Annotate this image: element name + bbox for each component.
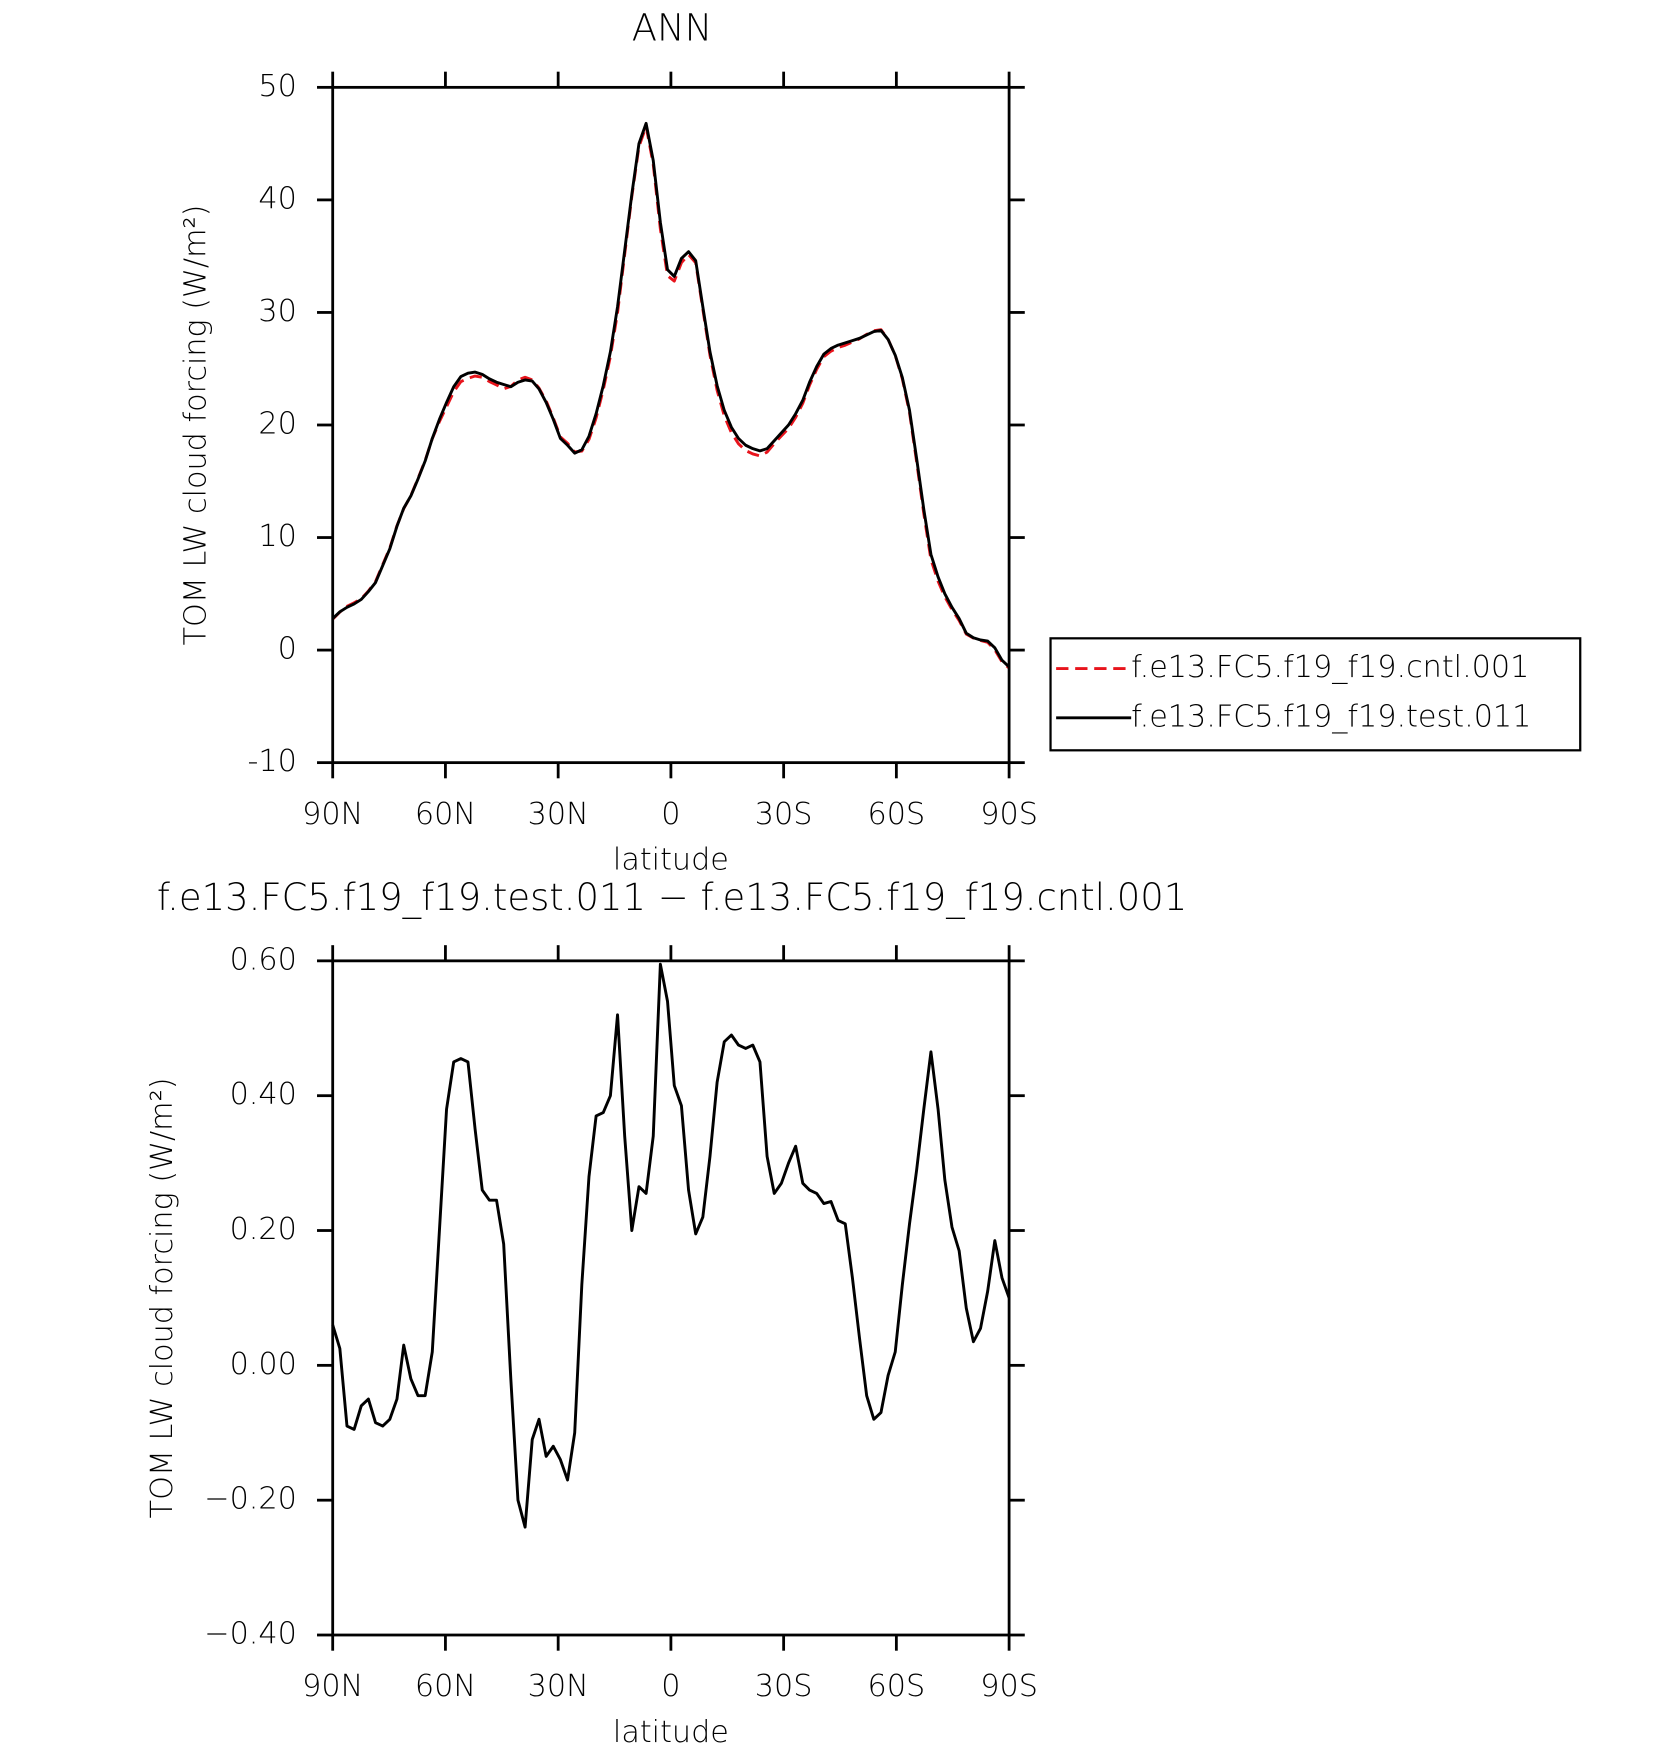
- chart-title: ANN: [632, 7, 713, 50]
- x-tick-label: 90N: [302, 1669, 363, 1704]
- legend-label: f.e13.FC5.f19_f19.test.011: [1131, 699, 1531, 734]
- y-tick-label: 0.00: [230, 1347, 297, 1382]
- data-line: [331, 962, 1011, 1529]
- x-tick-label: 0: [661, 1669, 680, 1704]
- y-tick-label: 30: [258, 294, 296, 329]
- x-tick-label: 90N: [302, 797, 363, 832]
- y-tick-label: 40: [258, 181, 296, 216]
- y-tick-label: 0: [278, 632, 297, 667]
- x-tick-label: 30S: [755, 1669, 813, 1704]
- y-tick-label: 10: [258, 519, 296, 554]
- x-tick-label: 90S: [980, 797, 1038, 832]
- y-axis-label: TOM LW cloud forcing (W/m²): [179, 205, 214, 646]
- y-tick-label: 0.40: [230, 1077, 297, 1112]
- x-tick-label: 0: [661, 797, 680, 832]
- x-tick-label: 30N: [528, 797, 589, 832]
- x-tick-label: 30N: [528, 1669, 589, 1704]
- x-axis-label: latitude: [613, 843, 729, 878]
- y-tick-label: 0.60: [230, 942, 297, 977]
- chart-title: f.e13.FC5.f19_f19.test.011 − f.e13.FC5.f…: [157, 876, 1187, 920]
- y-axis-label: TOM LW cloud forcing (W/m²): [145, 1077, 180, 1518]
- y-tick-label: −0.40: [204, 1617, 297, 1652]
- legend: f.e13.FC5.f19_f19.cntl.001 f.e13.FC5.f19_…: [1049, 637, 1582, 752]
- x-tick-label: 90S: [980, 1669, 1038, 1704]
- x-tick-label: 60N: [415, 1669, 476, 1704]
- x-tick-label: 30S: [755, 797, 813, 832]
- y-tick-label: 20: [258, 406, 296, 441]
- x-tick-label: 60S: [868, 797, 926, 832]
- x-tick-label: 60N: [415, 797, 476, 832]
- data-line: [331, 121, 1011, 669]
- x-tick-label: 60S: [868, 1669, 926, 1704]
- plot-frame: [331, 85, 1011, 765]
- x-axis-label: latitude: [613, 1715, 729, 1747]
- y-tick-label: 50: [258, 69, 296, 104]
- plot-frame: [331, 959, 1011, 1637]
- y-tick-label: −0.20: [204, 1482, 297, 1517]
- legend-label: f.e13.FC5.f19_f19.cntl.001: [1131, 650, 1529, 685]
- legend-box: [1049, 637, 1582, 752]
- y-tick-label: 0.20: [230, 1212, 297, 1247]
- y-tick-label: -10: [248, 744, 297, 779]
